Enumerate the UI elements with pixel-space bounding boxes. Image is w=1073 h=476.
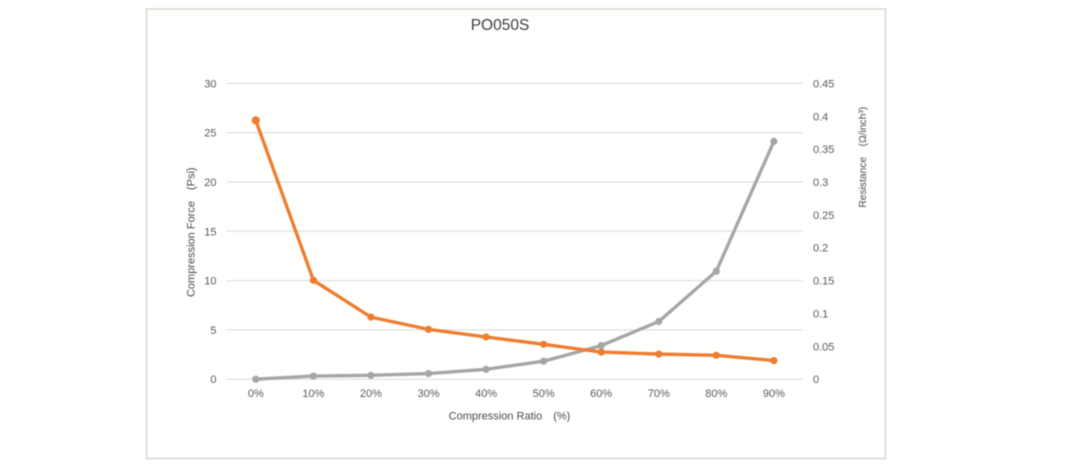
svg-text:0.45: 0.45	[813, 78, 834, 90]
svg-text:0.15: 0.15	[813, 276, 834, 288]
svg-text:90%: 90%	[763, 388, 785, 400]
svg-text:5: 5	[210, 325, 216, 337]
svg-text:70%: 70%	[648, 388, 670, 400]
svg-text:30: 30	[204, 78, 216, 90]
svg-text:0.1: 0.1	[813, 309, 828, 321]
svg-text:25: 25	[204, 128, 216, 140]
svg-text:0: 0	[210, 374, 216, 386]
svg-text:10: 10	[204, 276, 216, 288]
svg-text:PO050S: PO050S	[471, 17, 530, 34]
svg-text:40%: 40%	[475, 388, 497, 400]
svg-text:0.4: 0.4	[813, 111, 828, 123]
svg-text:15: 15	[204, 226, 216, 238]
svg-text:80%: 80%	[705, 388, 727, 400]
svg-text:50%: 50%	[533, 388, 555, 400]
svg-text:10%: 10%	[302, 388, 324, 400]
svg-text:30%: 30%	[417, 388, 439, 400]
svg-text:0%: 0%	[248, 388, 264, 400]
svg-text:Compression Force (Psi): Compression Force (Psi)	[186, 167, 198, 297]
svg-text:0: 0	[813, 374, 819, 386]
svg-text:0.35: 0.35	[813, 144, 834, 156]
svg-text:0.3: 0.3	[813, 177, 828, 189]
svg-text:0.05: 0.05	[813, 341, 834, 353]
svg-text:0.25: 0.25	[813, 210, 834, 222]
svg-text:Resistance (Ω/inch³): Resistance (Ω/inch³)	[858, 107, 869, 208]
svg-text:20%: 20%	[360, 388, 382, 400]
svg-text:60%: 60%	[590, 388, 612, 400]
svg-text:20: 20	[204, 177, 216, 189]
svg-text:0.2: 0.2	[813, 243, 828, 255]
svg-text:Compression Ratio (%): Compression Ratio (%)	[449, 411, 571, 423]
